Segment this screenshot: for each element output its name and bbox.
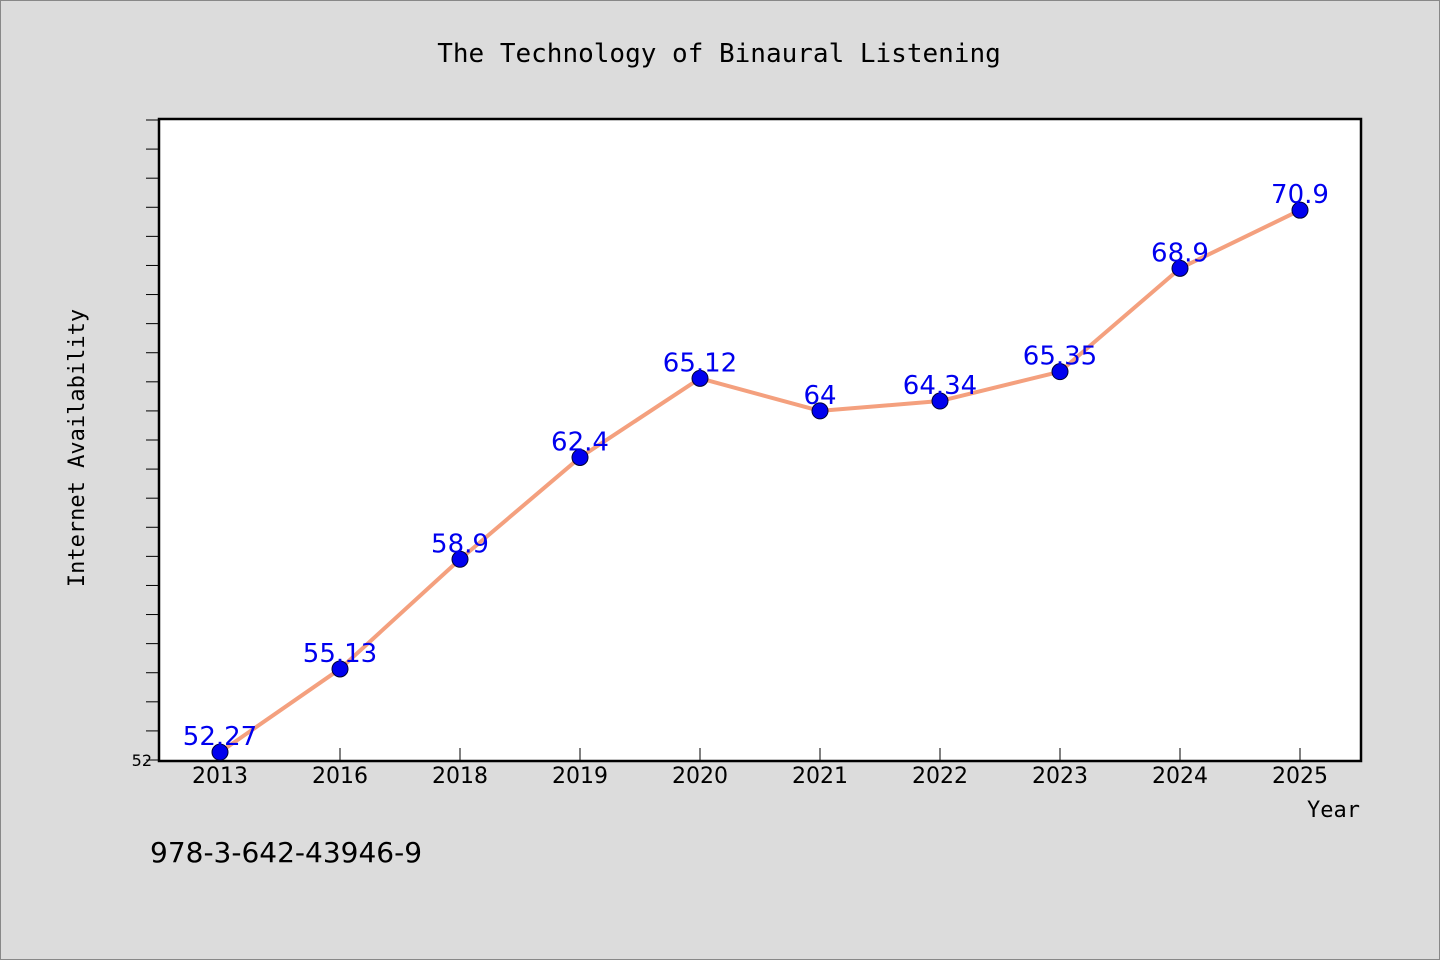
data-label: 65.35 bbox=[1023, 342, 1097, 372]
x-tick-label: 2019 bbox=[552, 764, 608, 789]
data-label: 52.27 bbox=[183, 722, 257, 752]
x-tick-label: 2021 bbox=[792, 764, 848, 789]
data-label: 58.9 bbox=[431, 529, 489, 559]
plot-area bbox=[157, 117, 1363, 763]
data-point bbox=[211, 743, 229, 761]
data-label: 55.13 bbox=[303, 639, 377, 669]
x-tick-label: 2024 bbox=[1152, 764, 1208, 789]
x-tick-label: 2022 bbox=[912, 764, 968, 789]
data-label: 65.12 bbox=[663, 348, 737, 378]
x-tick-label: 2013 bbox=[192, 764, 248, 789]
data-point bbox=[331, 660, 349, 678]
x-tick-label: 2018 bbox=[432, 764, 488, 789]
data-point bbox=[571, 448, 589, 466]
data-label: 68.9 bbox=[1151, 238, 1209, 268]
series-line bbox=[218, 208, 1302, 755]
y-tick-label: 52 bbox=[132, 751, 152, 770]
data-point bbox=[1171, 259, 1189, 277]
data-label: 64 bbox=[803, 381, 836, 411]
data-point bbox=[1291, 201, 1309, 219]
x-axis-label: Year bbox=[1307, 798, 1360, 823]
x-tick-label: 2025 bbox=[1272, 764, 1328, 789]
series-1: 52.27 55.13 58.9 62.4 65.12 64 64.34 65.35 68.9 7… bbox=[183, 180, 1329, 761]
x-tick-label: 2016 bbox=[312, 764, 368, 789]
data-label: 64.34 bbox=[903, 371, 977, 401]
footer-text: 978-3-642-43946-9 bbox=[150, 836, 422, 869]
data-label: 70.9 bbox=[1271, 180, 1329, 210]
x-axis-ticks: 2013 2016 2018 2019 2020 2021 2022 2023 2024 2025 bbox=[192, 748, 1328, 789]
x-tick-label: 2023 bbox=[1032, 764, 1088, 789]
data-point bbox=[1051, 363, 1069, 381]
y-axis-label: Internet Availability bbox=[65, 309, 90, 587]
data-point bbox=[811, 402, 829, 420]
data-point bbox=[691, 369, 709, 387]
data-point bbox=[931, 392, 949, 410]
chart-title: The Technology of Binaural Listening bbox=[437, 39, 1001, 69]
data-point bbox=[451, 550, 469, 568]
data-label: 62.4 bbox=[551, 427, 609, 457]
x-tick-label: 2020 bbox=[672, 764, 728, 789]
y-axis-ticks: 52 bbox=[132, 119, 158, 770]
